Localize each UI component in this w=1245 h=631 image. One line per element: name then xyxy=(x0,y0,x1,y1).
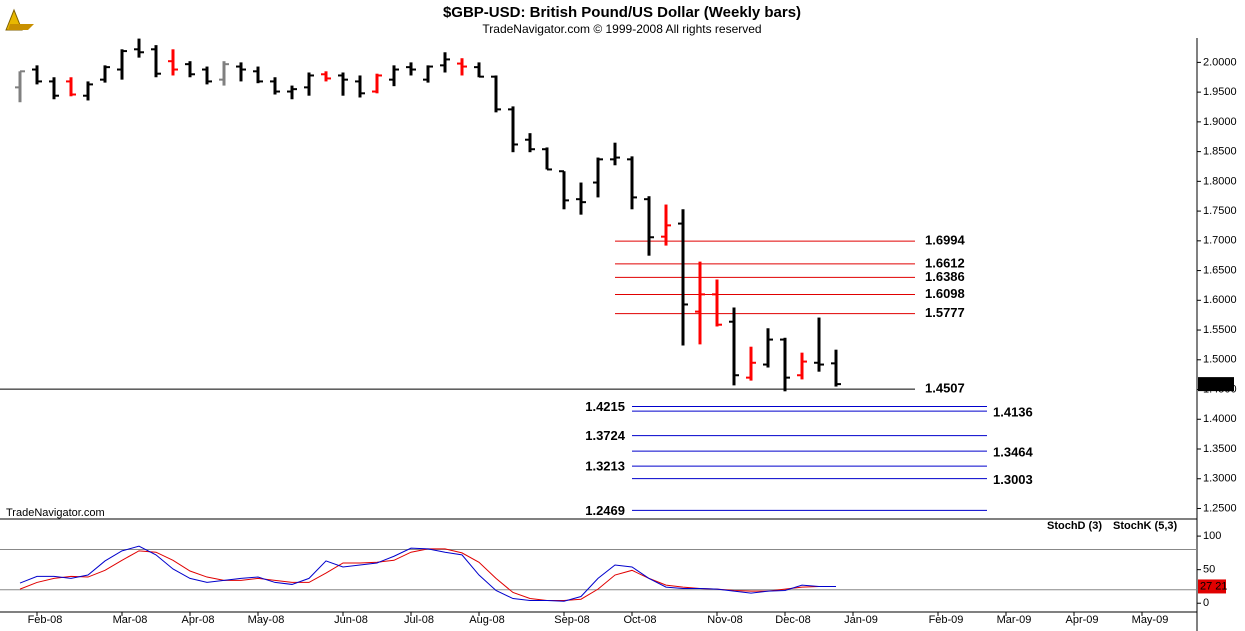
projection-label: 1.4215 xyxy=(585,399,625,414)
watermark: TradeNavigator.com xyxy=(6,507,105,519)
y-tick-label: 1.3000 xyxy=(1203,473,1237,485)
fib-level-label: 1.5777 xyxy=(925,305,965,320)
y-tick-label: 0 xyxy=(1203,597,1209,609)
stoch-readout: 27 21 xyxy=(1200,580,1228,592)
readout-box xyxy=(1198,579,1226,594)
x-tick-label: Sep-08 xyxy=(554,614,589,626)
y-tick-label: 50 xyxy=(1203,564,1215,576)
x-tick-label: Aug-08 xyxy=(469,614,504,626)
y-tick-label: 1.9500 xyxy=(1203,86,1237,98)
y-tick-label: 1.2500 xyxy=(1203,502,1237,514)
x-tick-label: Nov-08 xyxy=(707,614,742,626)
x-tick-label: May-09 xyxy=(1132,614,1169,626)
y-tick-label: 1.5500 xyxy=(1203,324,1237,336)
last-price: 1.4591 xyxy=(1200,378,1234,390)
x-tick-label: Apr-09 xyxy=(1065,614,1098,626)
legend-entry: StochD (3) xyxy=(1047,520,1102,532)
stoch-line xyxy=(19,545,836,602)
y-tick-label: 1.4000 xyxy=(1203,413,1237,425)
y-tick-label: 1.7500 xyxy=(1203,205,1237,217)
x-tick-label: May-08 xyxy=(248,614,285,626)
fib-level-label: 1.6098 xyxy=(925,286,965,301)
projection-label: 1.2469 xyxy=(585,503,625,518)
y-tick-label: 1.6500 xyxy=(1203,264,1237,276)
x-tick-label: Feb-08 xyxy=(28,614,63,626)
x-tick-label: Apr-08 xyxy=(181,614,214,626)
projection-label: 1.3213 xyxy=(585,459,625,474)
y-tick-label: 1.6000 xyxy=(1203,294,1237,306)
support-label: 1.4507 xyxy=(925,381,965,396)
x-tick-label: Mar-09 xyxy=(997,614,1032,626)
y-tick-label: 100 xyxy=(1203,530,1221,542)
fib-level-label: 1.6994 xyxy=(925,233,966,248)
projection-label: 1.3003 xyxy=(993,472,1033,487)
y-tick-label: 1.9000 xyxy=(1203,116,1237,128)
x-tick-label: Mar-08 xyxy=(113,614,148,626)
y-tick-label: 1.3500 xyxy=(1203,443,1237,455)
chart-title: $GBP-USD: British Pound/US Dollar (Weekl… xyxy=(443,4,801,21)
x-tick-label: Jul-08 xyxy=(404,614,434,626)
y-tick-label: 1.5000 xyxy=(1203,354,1237,366)
x-tick-label: Oct-08 xyxy=(623,614,656,626)
x-tick-label: Jun-08 xyxy=(334,614,368,626)
y-tick-label: 1.7000 xyxy=(1203,235,1237,247)
fib-level-label: 1.6612 xyxy=(925,255,965,270)
y-tick-label: 2.0000 xyxy=(1203,56,1237,68)
x-tick-label: Dec-08 xyxy=(775,614,810,626)
chart-subtitle: TradeNavigator.com © 1999-2008 All right… xyxy=(482,22,761,36)
y-tick-label: 1.8000 xyxy=(1203,175,1237,187)
x-tick-label: Feb-09 xyxy=(929,614,964,626)
projection-label: 1.4136 xyxy=(993,405,1033,420)
x-tick-label: Jan-09 xyxy=(844,614,878,626)
logo xyxy=(5,8,34,31)
projection-label: 1.3464 xyxy=(993,445,1034,460)
legend-entry: StochK (5,3) xyxy=(1113,520,1178,532)
y-tick-label: 1.8500 xyxy=(1203,146,1237,158)
projection-label: 1.3724 xyxy=(585,428,626,443)
fib-level-label: 1.6386 xyxy=(925,269,965,284)
last-price-box xyxy=(1198,377,1234,392)
